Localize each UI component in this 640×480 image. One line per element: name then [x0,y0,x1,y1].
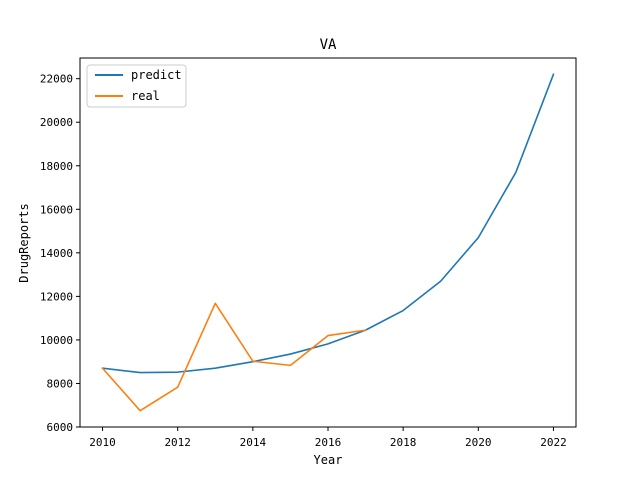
x-tick-label: 2022 [540,436,567,449]
x-tick-label: 2018 [390,436,417,449]
y-tick-label: 18000 [40,160,73,173]
x-axis: 2010 2012 2014 2016 2018 2020 2022 [89,427,567,449]
y-tick-label: 16000 [40,203,73,216]
series-line-real [101,302,367,412]
x-axis-label: Year [314,453,343,467]
x-tick-label: 2010 [89,436,116,449]
y-tick-label: 8000 [47,377,74,390]
series-line-predict [101,73,555,374]
y-tick-label: 20000 [40,116,73,129]
x-tick-label: 2020 [465,436,492,449]
y-tick-label: 10000 [40,334,73,347]
y-tick-label: 14000 [40,247,73,260]
x-tick-label: 2014 [240,436,267,449]
x-tick-label: 2012 [164,436,191,449]
legend: predict real [86,64,187,108]
y-tick-label: 22000 [40,73,73,86]
y-axis: 6000 8000 10000 12000 14000 16000 18000 20000 22… [40,73,80,434]
y-tick-label: 6000 [47,421,74,434]
x-tick-label: 2016 [315,436,342,449]
chart-title: VA [320,37,337,53]
y-tick-label: 12000 [40,290,73,303]
legend-label-predict: predict [131,68,182,82]
y-axis-label: DrugReports [17,203,31,282]
legend-label-real: real [131,89,160,103]
series-group [101,73,555,412]
